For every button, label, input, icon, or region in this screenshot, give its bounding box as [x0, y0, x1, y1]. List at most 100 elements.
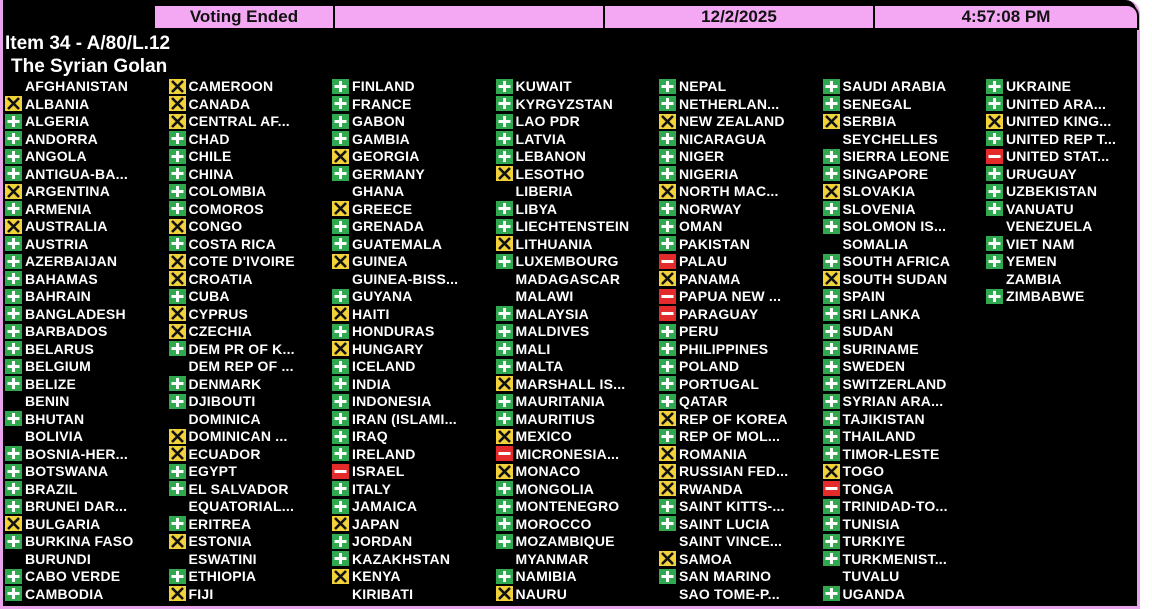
- country-name: ALBANIA: [25, 95, 90, 112]
- vote-icon-yes: [332, 323, 349, 339]
- country-name: NAURU: [515, 585, 568, 602]
- country-name: BELIZE: [25, 375, 76, 392]
- country-name: DENMARK: [188, 375, 262, 392]
- vote-icon-abstain: [495, 428, 513, 444]
- item: Item 34 - A/80/L.12: [5, 33, 171, 54]
- country-name: LUXEMBOURG: [515, 253, 619, 269]
- vote-icon-yes: [5, 288, 22, 304]
- vote-icon-yes: [332, 446, 349, 461]
- vote-icon-yes: [659, 568, 676, 584]
- vote-icon-yes: [5, 323, 22, 339]
- vote-icon-yes: [5, 463, 22, 479]
- country-name: CUBA: [188, 288, 230, 304]
- vote-icon-yes: [822, 586, 840, 601]
- country-name: COLOMBIA: [188, 183, 267, 199]
- country-name: ZAMBIA: [1006, 270, 1062, 287]
- vote-icon-yes: [822, 516, 840, 531]
- vote-icon-abstain: [332, 341, 349, 356]
- country-name: CANADA: [188, 95, 251, 112]
- vote-icon-yes: [332, 288, 349, 304]
- vote-icon-yes: [332, 481, 349, 496]
- vote-icon-yes: [332, 166, 349, 181]
- country-name: BELGIUM: [25, 358, 91, 374]
- country-name: BOTSWANA: [25, 463, 109, 479]
- country-name: BENIN: [25, 393, 70, 409]
- country-name: BELARUS: [25, 340, 95, 357]
- country-name: CABO VERDE: [25, 568, 121, 584]
- country-name: ARGENTINA: [25, 183, 111, 199]
- country-name: GAMBIA: [352, 130, 410, 147]
- vote-icon-yes: [5, 358, 22, 374]
- country-name: SIERRA LEONE: [842, 148, 950, 164]
- country-name: INDONESIA: [352, 393, 432, 409]
- country-name: DEM PR OF K...: [188, 340, 295, 357]
- country-name: SAN MARINO: [679, 568, 772, 584]
- country-name: SAO TOME-P...: [679, 585, 780, 602]
- vote-icon-abstain: [659, 551, 676, 566]
- country-name: LITHUANIA: [515, 235, 593, 252]
- country-name: SEYCHELLES: [842, 130, 938, 147]
- country-name: MOZAMBIQUE: [515, 533, 615, 549]
- vote-icon-yes: [5, 166, 22, 181]
- country-name: LAO PDR: [515, 113, 580, 129]
- country-name: LEBANON: [515, 148, 587, 164]
- country-name: MYANMAR: [515, 550, 589, 567]
- country-name: UZBEKISTAN: [1006, 183, 1098, 199]
- country-name: RWANDA: [679, 480, 743, 497]
- vote-icon-yes: [822, 323, 840, 339]
- country-name: NORWAY: [679, 200, 742, 217]
- country-name: KYRGYZSTAN: [515, 95, 613, 112]
- vote-icon-yes: [5, 533, 22, 549]
- country-name: ETHIOPIA: [188, 568, 257, 584]
- country-name: BANGLADESH: [25, 305, 126, 322]
- vote-icon-yes: [332, 131, 349, 146]
- country-name: BAHAMAS: [25, 270, 98, 287]
- vote-icon-yes: [495, 533, 513, 549]
- country-name: DEM REP OF ...: [188, 358, 294, 374]
- country-name: REP OF MOL...: [679, 428, 781, 444]
- vote-icon-yes: [986, 288, 1003, 304]
- country-name: GUYANA: [352, 288, 413, 304]
- vote-icon-yes: [5, 113, 22, 129]
- country-name: GRENADA: [352, 218, 425, 234]
- country-name: SWEDEN: [842, 358, 906, 374]
- country-name: IRAN (ISLAMI...: [352, 410, 457, 427]
- country-name: ISRAEL: [352, 463, 405, 479]
- country-name: OMAN: [679, 218, 723, 234]
- vote-icon-yes: [822, 533, 840, 549]
- country-name: FINLAND: [352, 78, 415, 94]
- vote-icon-yes: [332, 411, 349, 426]
- country-name: POLAND: [679, 358, 740, 374]
- vote-icon-abstain: [659, 463, 676, 479]
- vote-icon-no: [332, 463, 349, 479]
- vote-icon-yes: [332, 393, 349, 409]
- country-name: GERMANY: [352, 165, 425, 182]
- country-name: FRANCE: [352, 95, 412, 112]
- vote-icon-abstain: [168, 446, 186, 461]
- country-name: UNITED KING...: [1006, 113, 1112, 129]
- country-name: CROATIA: [188, 270, 253, 287]
- country-name: SOUTH SUDAN: [842, 270, 948, 287]
- country-name: GUINEA: [352, 253, 408, 269]
- country-name: QATAR: [679, 393, 728, 409]
- vote-icon-yes: [822, 376, 840, 391]
- vote-icon-yes: [168, 166, 186, 181]
- vote-icon-yes: [495, 498, 513, 514]
- vote-icon-abstain: [168, 306, 186, 321]
- country-name: TOGO: [842, 463, 885, 479]
- country-name: PAPUA NEW ...: [679, 288, 782, 304]
- country-name: GUATEMALA: [352, 235, 443, 252]
- vote-icon-abstain: [332, 516, 349, 531]
- country-name: CZECHIA: [188, 323, 253, 339]
- vote-icon-yes: [659, 358, 676, 374]
- country-name: NEW ZEALAND: [679, 113, 785, 129]
- country-name: BAHRAIN: [25, 288, 91, 304]
- vote-icon-yes: [822, 358, 840, 374]
- country-name: ERITREA: [188, 515, 252, 532]
- country-name: LESOTHO: [515, 165, 585, 182]
- country-name: ANDORRA: [25, 130, 98, 147]
- country-name: URUGUAY: [1006, 165, 1077, 182]
- vote-icon-yes: [495, 148, 513, 164]
- vote-icon-abstain: [168, 533, 186, 549]
- country-name: MALAYSIA: [515, 305, 589, 322]
